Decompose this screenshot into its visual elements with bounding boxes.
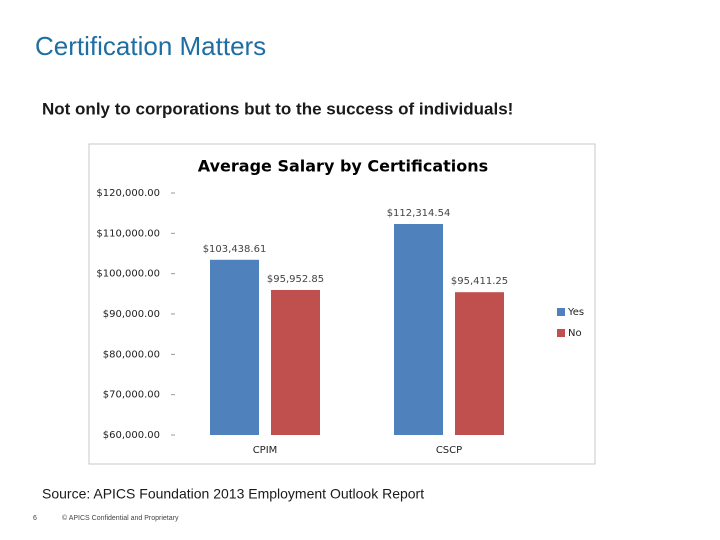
x-tick-label: CSCP xyxy=(436,445,462,456)
y-tick-label: $110,000.00 xyxy=(96,228,160,239)
bar xyxy=(394,223,443,435)
slide-title: Certification Matters xyxy=(35,31,266,61)
x-tick-label: CPIM xyxy=(253,445,278,456)
y-tick-label: $100,000.00 xyxy=(96,269,160,280)
footer: © APICS Confidential and Proprietary xyxy=(62,514,179,522)
source-note: Source: APICS Foundation 2013 Employment… xyxy=(42,486,424,502)
y-tick-label: $70,000.00 xyxy=(103,390,160,401)
y-tick-label: $90,000.00 xyxy=(103,309,160,320)
slide-subtitle: Not only to corporations but to the succ… xyxy=(42,99,513,118)
bar xyxy=(271,289,320,435)
bar xyxy=(210,259,259,435)
data-label: $112,314.54 xyxy=(387,208,451,219)
chart-frame xyxy=(88,143,596,465)
y-tick-label: $120,000.00 xyxy=(96,188,160,199)
y-tick-label: $80,000.00 xyxy=(103,349,160,360)
legend-label: Yes xyxy=(567,307,584,318)
legend-swatch xyxy=(557,329,565,337)
chart: Average Salary by Certifications $60,000… xyxy=(96,157,584,457)
data-label: $95,411.25 xyxy=(451,276,508,287)
data-label: $95,952.85 xyxy=(267,274,324,285)
bar xyxy=(455,292,504,435)
y-tick-label: $60,000.00 xyxy=(103,430,160,441)
page-number: 6 xyxy=(33,515,37,522)
legend-swatch xyxy=(557,308,565,316)
data-label: $103,438.61 xyxy=(203,244,267,255)
legend-label: No xyxy=(568,328,582,339)
chart-title: Average Salary by Certifications xyxy=(198,157,488,176)
